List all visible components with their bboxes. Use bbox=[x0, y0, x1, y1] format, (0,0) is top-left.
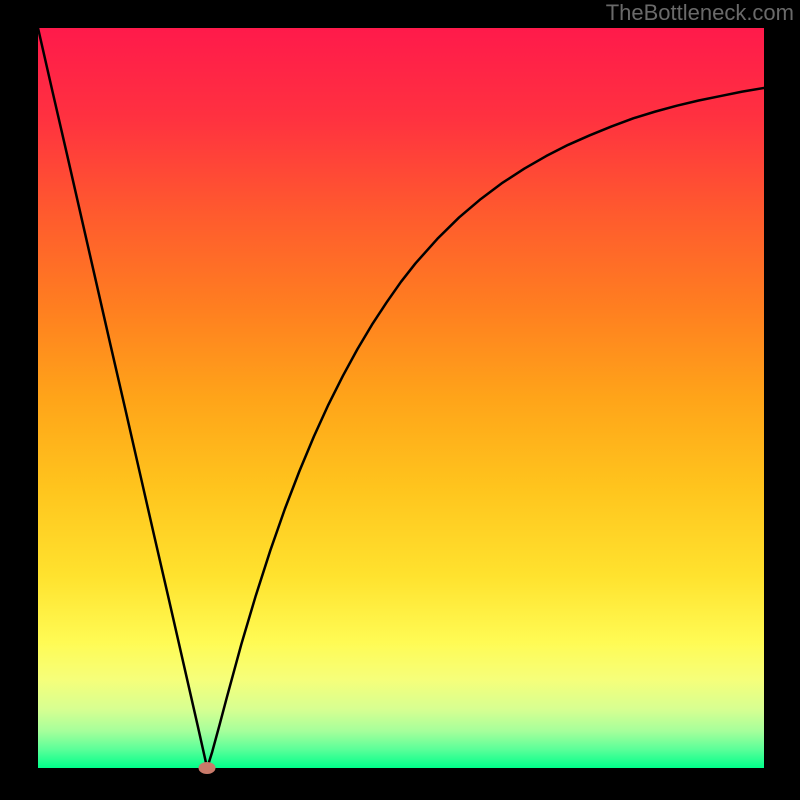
watermark-text: TheBottleneck.com bbox=[606, 0, 794, 26]
plot-area bbox=[38, 28, 764, 768]
chart-root: TheBottleneck.com bbox=[0, 0, 800, 800]
gradient-background bbox=[38, 28, 764, 768]
